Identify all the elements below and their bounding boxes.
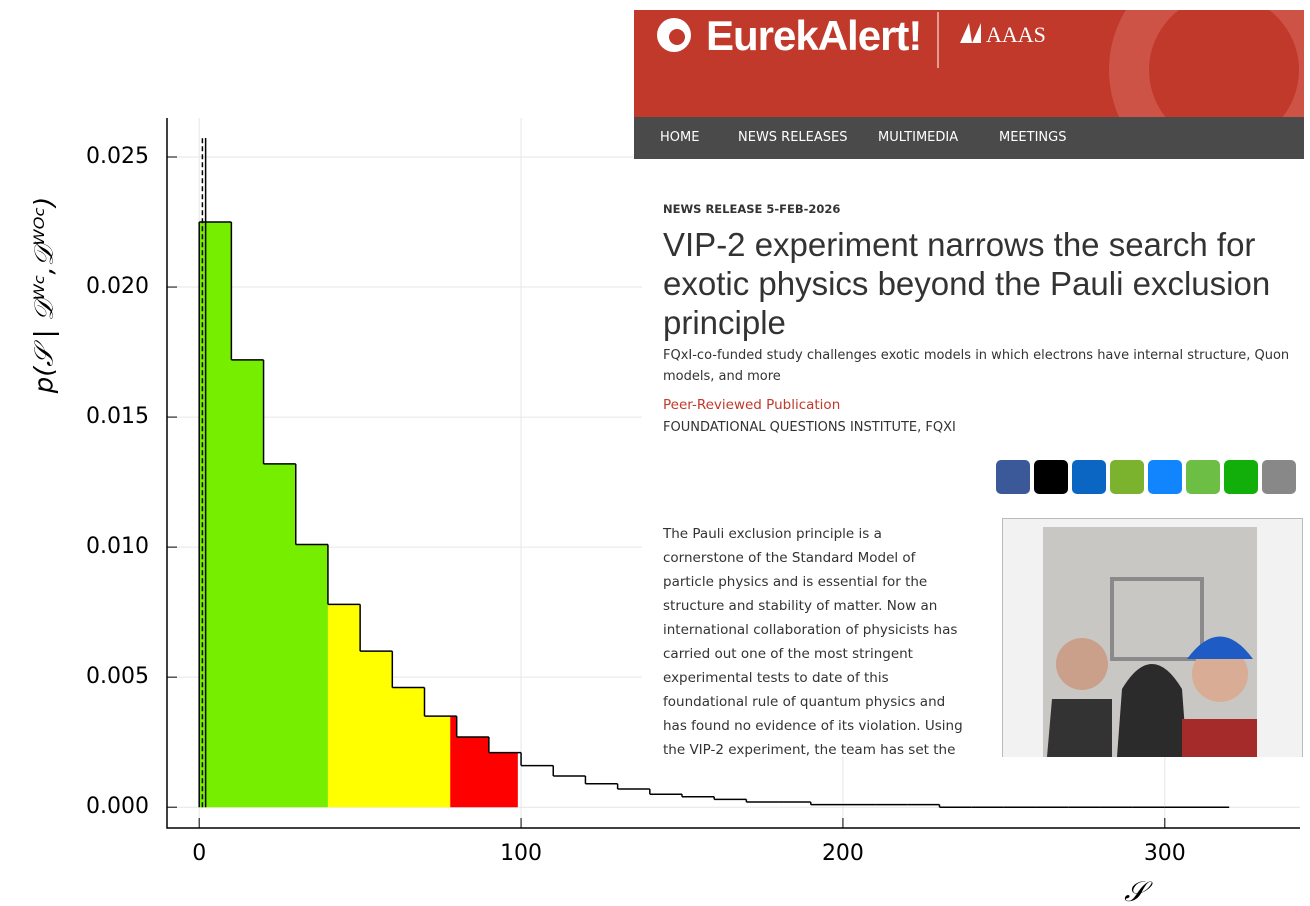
y-tick-label: 0.020 [86, 274, 149, 299]
body-line: has found no evidence of its violation. … [663, 714, 963, 738]
x-axis-label: 𝒮 [1124, 875, 1153, 906]
y-tick-label: 0.010 [86, 534, 149, 559]
partner-icon [960, 23, 981, 43]
share-email[interactable] [1262, 460, 1296, 494]
share-sms[interactable] [1186, 460, 1220, 494]
logo-icon [669, 29, 685, 45]
body-line: experimental tests to date of this [663, 666, 963, 690]
share-x[interactable] [1034, 460, 1068, 494]
x-tick-label: 300 [1144, 841, 1186, 866]
y-tick-label: 0.025 [86, 144, 149, 169]
nav-item[interactable]: HOME [660, 130, 699, 145]
y-tick-label: 0.015 [86, 404, 149, 429]
body-line: cornerstone of the Standard Model of [663, 546, 963, 570]
share-wechat[interactable] [1110, 460, 1144, 494]
logo[interactable]: EurekAlert! [706, 12, 921, 60]
photo-detail [1182, 719, 1257, 757]
body-line: foundational rule of quantum physics and [663, 690, 963, 714]
y-axis-label: p(𝒮 | 𝒟ᵂᶜ,𝒟ᵂᴼᶜ) [30, 197, 60, 394]
x-tick-label: 100 [500, 841, 542, 866]
article: NEWS RELEASE 5-FEB-2026 VIP-2 experiment… [642, 159, 1304, 757]
body-line: structure and stability of matter. Now a… [663, 594, 963, 618]
nav-item[interactable]: MULTIMEDIA [878, 130, 958, 145]
share-linkedin[interactable] [1072, 460, 1106, 494]
body-line: The Pauli exclusion principle is a [663, 522, 963, 546]
region [450, 716, 518, 807]
web-page: EurekAlert! AAAS HOME NEWS RELEASES MULT… [634, 10, 1304, 757]
partner[interactable]: AAAS [986, 22, 1046, 48]
photo-detail [1047, 699, 1112, 757]
region [199, 222, 328, 807]
x-tick-label: 0 [192, 841, 206, 866]
y-tick-label: 0.005 [86, 664, 149, 689]
body-line: the VIP-2 experiment, the team has set t… [663, 738, 963, 757]
region [328, 604, 450, 807]
nav-item[interactable]: MEETINGS [999, 130, 1066, 145]
share-bluesky[interactable] [1148, 460, 1182, 494]
y-tick-label: 0.000 [86, 794, 149, 819]
body-line: particle physics and is essential for th… [663, 570, 963, 594]
share-facebook[interactable] [996, 460, 1030, 494]
nav-bar: HOME NEWS RELEASES MULTIMEDIA MEETINGS [634, 117, 1304, 159]
body-line: international collaboration of physicist… [663, 618, 963, 642]
x-tick-label: 200 [822, 841, 864, 866]
share-buttons [996, 460, 1296, 494]
photo-detail [1056, 638, 1108, 690]
decoration [1129, 10, 1304, 117]
header: EurekAlert! AAAS [634, 10, 1304, 117]
page: 𝒮 p(𝒮 | 𝒟ᵂᶜ,𝒟ᵂᴼᶜ) 0.000 0.005 0.010 0.015 0.0… [0, 0, 1310, 906]
body-line: carried out one of the most stringent [663, 642, 963, 666]
nav-item[interactable]: NEWS RELEASES [738, 130, 848, 145]
share-whatsapp[interactable] [1224, 460, 1258, 494]
